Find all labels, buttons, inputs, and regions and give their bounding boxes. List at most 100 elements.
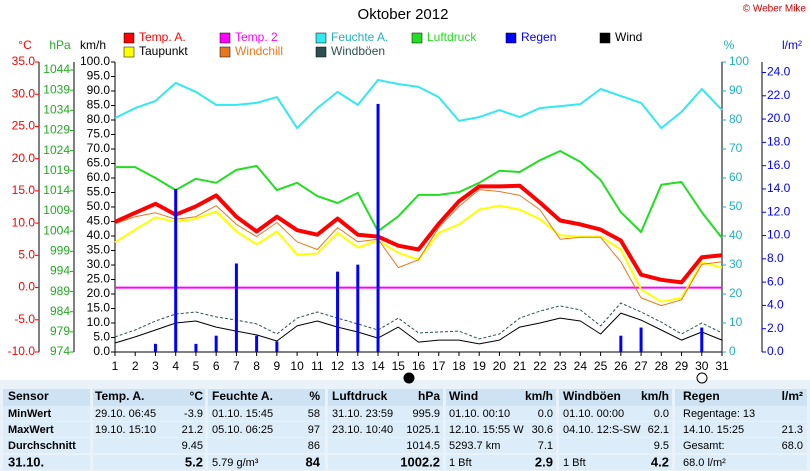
table-cell: 5.79 g/m³	[212, 457, 259, 469]
y-tick-label: 60	[729, 170, 743, 184]
legend-swatch	[219, 46, 231, 58]
bar	[174, 188, 178, 352]
y-tick-label: 20.0	[12, 151, 36, 165]
bar	[356, 264, 360, 352]
series-line	[114, 79, 723, 130]
table-cell: 1002.2	[400, 454, 440, 469]
legend-swatch	[599, 32, 611, 44]
table-cell: 68.0 l/m²	[683, 457, 726, 469]
y-tick-label: 20.0	[767, 111, 791, 125]
table-cell: 86	[308, 440, 320, 452]
y-tick-label: 1014	[43, 183, 70, 197]
table-header: hPa	[418, 389, 440, 403]
table-cell: 7.1	[538, 440, 553, 452]
y-tick-label: 50.0	[87, 199, 111, 213]
x-tick-label: 20	[493, 359, 507, 373]
bar	[619, 335, 623, 352]
table-header: Feuchte A.	[212, 389, 273, 403]
y-tick-label: 984	[50, 304, 70, 318]
table-cell: 9.45	[182, 440, 203, 452]
x-tick-label: 22	[533, 359, 547, 373]
axis-label: hPa	[49, 38, 71, 52]
table-cell: 1 Bft	[449, 457, 472, 469]
table-cell: -3.9	[184, 408, 203, 420]
table-header: °C	[190, 389, 204, 403]
bar	[700, 327, 704, 352]
table-header: Wind	[449, 389, 478, 403]
table-cell-bg	[208, 389, 325, 409]
y-tick-label: 0.0	[767, 344, 784, 358]
x-tick-label: 11	[311, 359, 324, 373]
axis-label: l/m²	[782, 38, 802, 52]
copyright: © Weber Mike	[743, 4, 807, 15]
y-tick-label: 25.0	[12, 119, 36, 133]
table-cell-bg	[328, 406, 443, 421]
y-tick-label: 85.0	[87, 98, 111, 112]
y-tick-label: 90.0	[87, 83, 111, 97]
legend-swatch	[123, 46, 135, 58]
series-line	[114, 189, 723, 307]
moon-new	[403, 372, 415, 384]
legend-label: Taupunkt	[139, 44, 188, 58]
table-cell-bg	[675, 389, 807, 409]
table-cell-bg	[3, 422, 90, 437]
legend-swatch	[219, 32, 231, 44]
table-cell: 2.9	[535, 454, 553, 469]
table-cell: 4.2	[651, 454, 669, 469]
table-cell: 31.10.	[8, 454, 44, 469]
table-cell-bg	[446, 438, 556, 453]
table-cell-bg	[3, 455, 90, 470]
y-tick-label: 40	[729, 228, 743, 242]
table-cell: 58	[308, 408, 320, 420]
chart-title: Oktober 2012	[358, 6, 449, 23]
table-cell-bg	[559, 455, 672, 470]
legend-label: Temp. 2	[235, 30, 278, 44]
y-tick-label: 1009	[43, 203, 70, 217]
bar	[275, 341, 279, 352]
table-cell: 23.10. 10:40	[332, 424, 393, 436]
axis-label: km/h	[80, 38, 106, 52]
x-tick-label: 1	[112, 359, 119, 373]
x-tick-label: 5	[193, 359, 200, 373]
legend-label: Windböen	[331, 44, 385, 58]
x-tick-label: 9	[274, 359, 281, 373]
y-tick-label: 80.0	[87, 112, 111, 126]
y-tick-label: 60.0	[87, 170, 111, 184]
legend-label: Regen	[521, 30, 556, 44]
x-tick-label: 3	[152, 359, 159, 373]
bar	[376, 103, 380, 353]
y-tick-label: 40.0	[87, 228, 111, 242]
table-cell: Durchschnitt	[8, 440, 76, 452]
table-cell-bg	[208, 406, 325, 421]
y-tick-label: 4.0	[767, 298, 784, 312]
table-cell: 01.10. 15:45	[212, 408, 273, 420]
x-tick-label: 15	[392, 359, 406, 373]
table-header: Temp. A.	[95, 389, 144, 403]
table-cell: 01.10. 00:00	[563, 408, 624, 420]
legend-label: Luftdruck	[427, 30, 477, 44]
bar	[255, 335, 259, 352]
y-tick-label: 989	[50, 284, 70, 298]
y-tick-label: 15.0	[87, 301, 111, 315]
bar	[153, 343, 157, 352]
table-cell: 68.0	[782, 440, 803, 452]
x-tick-label: 8	[253, 359, 260, 373]
table-cell-bg	[328, 455, 443, 470]
y-tick-label: 1029	[43, 123, 70, 137]
y-tick-label: 974	[50, 344, 70, 358]
y-tick-label: 0	[729, 344, 736, 358]
y-tick-label: 20	[729, 286, 743, 300]
y-tick-label: 70	[729, 141, 743, 155]
y-tick-label: 45.0	[87, 214, 111, 228]
table-header: km/h	[641, 389, 669, 403]
chart-bg	[0, 0, 810, 378]
table-cell: Regentage: 13	[683, 408, 755, 420]
table-cell: 62.1	[648, 424, 669, 436]
y-tick-label: 0.0	[93, 344, 110, 358]
table-cell: 97	[308, 424, 320, 436]
table-cell: 01.10. 00:10	[449, 408, 510, 420]
y-tick-label: 50	[729, 199, 743, 213]
y-tick-label: 0.0	[18, 280, 35, 294]
legend-swatch	[315, 32, 327, 44]
